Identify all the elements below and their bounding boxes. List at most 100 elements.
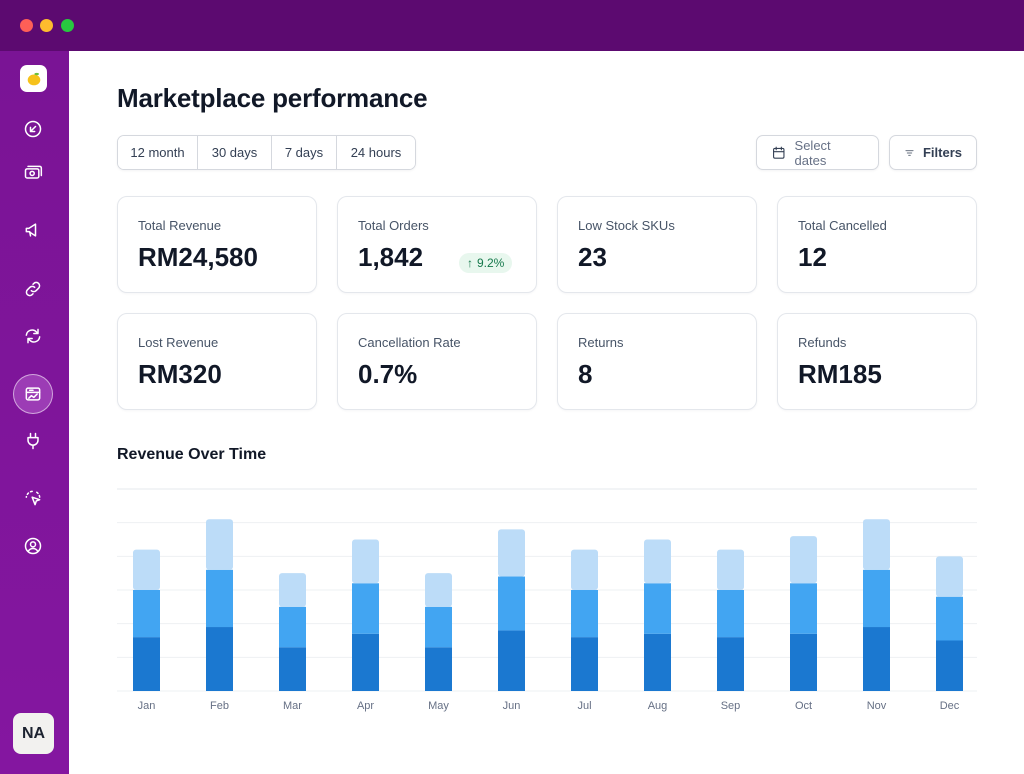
stat-card-cancellation-rate: Cancellation Rate 0.7%	[337, 313, 537, 410]
range-7-days-button[interactable]: 7 days	[272, 136, 337, 169]
chart-bar-segment[interactable]	[644, 633, 671, 691]
chart-bar-segment[interactable]	[133, 637, 160, 691]
chart-bar-segment[interactable]	[206, 519, 233, 570]
banknote-icon[interactable]	[19, 159, 47, 187]
chart-bar-segment[interactable]	[936, 640, 963, 692]
minimize-window-button[interactable]	[40, 19, 53, 32]
arrow-down-left-icon[interactable]	[19, 115, 47, 143]
chart-bar-segment[interactable]	[790, 583, 817, 634]
chart-bar-segment[interactable]	[571, 637, 598, 691]
stat-label: Lost Revenue	[138, 335, 219, 350]
chart-bar-segment[interactable]	[863, 627, 890, 691]
stat-label: Total Cancelled	[798, 218, 887, 233]
chart-bar-segment[interactable]	[352, 583, 379, 634]
chart-bar-segment[interactable]	[644, 583, 671, 634]
time-range-selector: 12 month 30 days 7 days 24 hours	[117, 135, 416, 170]
chart-bar-segment[interactable]	[498, 529, 525, 577]
dashed-pointer-icon[interactable]	[19, 484, 47, 512]
chart-bar-segment[interactable]	[936, 556, 963, 597]
select-dates-button[interactable]: Select dates	[756, 135, 879, 170]
chart-bar-segment[interactable]	[644, 539, 671, 584]
dashboard-nav-item[interactable]	[13, 374, 53, 414]
chart-bar-segment[interactable]	[717, 549, 744, 590]
revenue-bar-chart: Jan Feb Mar Apr May Jun Jul Aug Sep Oct Nov Dec	[117, 488, 977, 712]
chart-bar-segment[interactable]	[206, 627, 233, 691]
x-axis-tick-label: Jul	[577, 700, 591, 712]
stat-card-low-stock-skus: Low Stock SKUs 23	[557, 196, 757, 293]
chart-bar-segment[interactable]	[279, 573, 306, 607]
lemon-icon	[27, 72, 40, 85]
stat-value: 12	[798, 242, 827, 272]
stat-value: RM24,580	[138, 242, 258, 272]
stat-label: Cancellation Rate	[358, 335, 461, 350]
range-30-days-button[interactable]: 30 days	[198, 136, 272, 169]
chart-bar-segment[interactable]	[936, 596, 963, 641]
chart-title: Revenue Over Time	[117, 446, 267, 463]
link-icon[interactable]	[19, 275, 47, 303]
x-axis-tick-label: Apr	[357, 700, 374, 712]
x-axis-tick-label: Feb	[210, 700, 229, 712]
x-axis-tick-label: Dec	[940, 700, 960, 712]
chart-bar-segment[interactable]	[571, 549, 598, 590]
user-avatar[interactable]: NA	[13, 713, 54, 754]
chart-bar-segment[interactable]	[133, 549, 160, 590]
arrow-up-icon: ↑	[467, 256, 473, 270]
x-axis-tick-label: Mar	[283, 700, 302, 712]
change-value: 9.2%	[477, 256, 505, 270]
x-axis-tick-label: May	[428, 700, 449, 712]
chart-bar-segment[interactable]	[498, 630, 525, 691]
stat-label: Low Stock SKUs	[578, 218, 675, 233]
user-circle-icon[interactable]	[19, 532, 47, 560]
stat-card-lost-revenue: Lost Revenue RM320	[117, 313, 317, 410]
chart-bar-segment[interactable]	[279, 606, 306, 648]
app-logo-icon[interactable]	[20, 65, 47, 92]
page-title: Marketplace performance	[117, 83, 428, 113]
stat-card-returns: Returns 8	[557, 313, 757, 410]
stat-label: Total Revenue	[138, 218, 222, 233]
chart-bar-segment[interactable]	[425, 606, 452, 648]
stat-value: 0.7%	[358, 359, 418, 389]
chart-bar-segment[interactable]	[425, 573, 452, 607]
chart-bar-segment[interactable]	[352, 539, 379, 584]
stat-card-total-cancelled: Total Cancelled 12	[777, 196, 977, 293]
chart-bar-segment[interactable]	[279, 647, 306, 691]
x-axis-tick-label: Jan	[138, 700, 156, 712]
stat-label: Total Orders	[358, 218, 429, 233]
calendar-icon	[773, 146, 785, 159]
chart-bar-segment[interactable]	[498, 576, 525, 631]
chart-bar-segment[interactable]	[425, 647, 452, 691]
stat-card-refunds: Refunds RM185	[777, 313, 977, 410]
filters-button[interactable]: Filters	[889, 135, 977, 170]
chart-bar-segment[interactable]	[571, 590, 598, 638]
filter-lines-icon	[905, 149, 914, 156]
stat-value: 1,842	[358, 242, 424, 272]
maximize-window-button[interactable]	[61, 19, 74, 32]
change-badge: ↑ 9.2%	[459, 253, 513, 273]
chart-bar-segment[interactable]	[790, 536, 817, 584]
range-12-month-button[interactable]: 12 month	[118, 136, 198, 169]
x-axis-tick-label: Sep	[721, 700, 741, 712]
chart-bar-segment[interactable]	[717, 637, 744, 691]
chart-bar-segment[interactable]	[863, 519, 890, 570]
filters-label: Filters	[922, 145, 962, 160]
chart-bar-segment[interactable]	[863, 569, 890, 628]
x-axis-tick-label: Aug	[648, 700, 668, 712]
close-window-button[interactable]	[20, 19, 33, 32]
chart-bar-segment[interactable]	[790, 633, 817, 691]
chart-bar-segment[interactable]	[133, 590, 160, 638]
select-dates-label: Select dates	[794, 137, 831, 168]
dashboard-icon	[25, 387, 41, 401]
chart-bar-segment[interactable]	[717, 590, 744, 638]
stat-card-total-orders: Total Orders 1,842 ↑ 9.2%	[337, 196, 537, 293]
x-axis-tick-label: Oct	[795, 700, 812, 712]
refresh-icon[interactable]	[19, 322, 47, 350]
range-24-hours-button[interactable]: 24 hours	[337, 136, 415, 169]
stat-label: Returns	[578, 335, 624, 350]
megaphone-icon[interactable]	[19, 216, 47, 244]
window-titlebar	[0, 0, 1024, 51]
x-axis-tick-label: Nov	[867, 700, 887, 712]
plug-icon[interactable]	[19, 427, 47, 455]
stat-label: Refunds	[798, 335, 847, 350]
chart-bar-segment[interactable]	[352, 633, 379, 691]
chart-bar-segment[interactable]	[206, 569, 233, 628]
